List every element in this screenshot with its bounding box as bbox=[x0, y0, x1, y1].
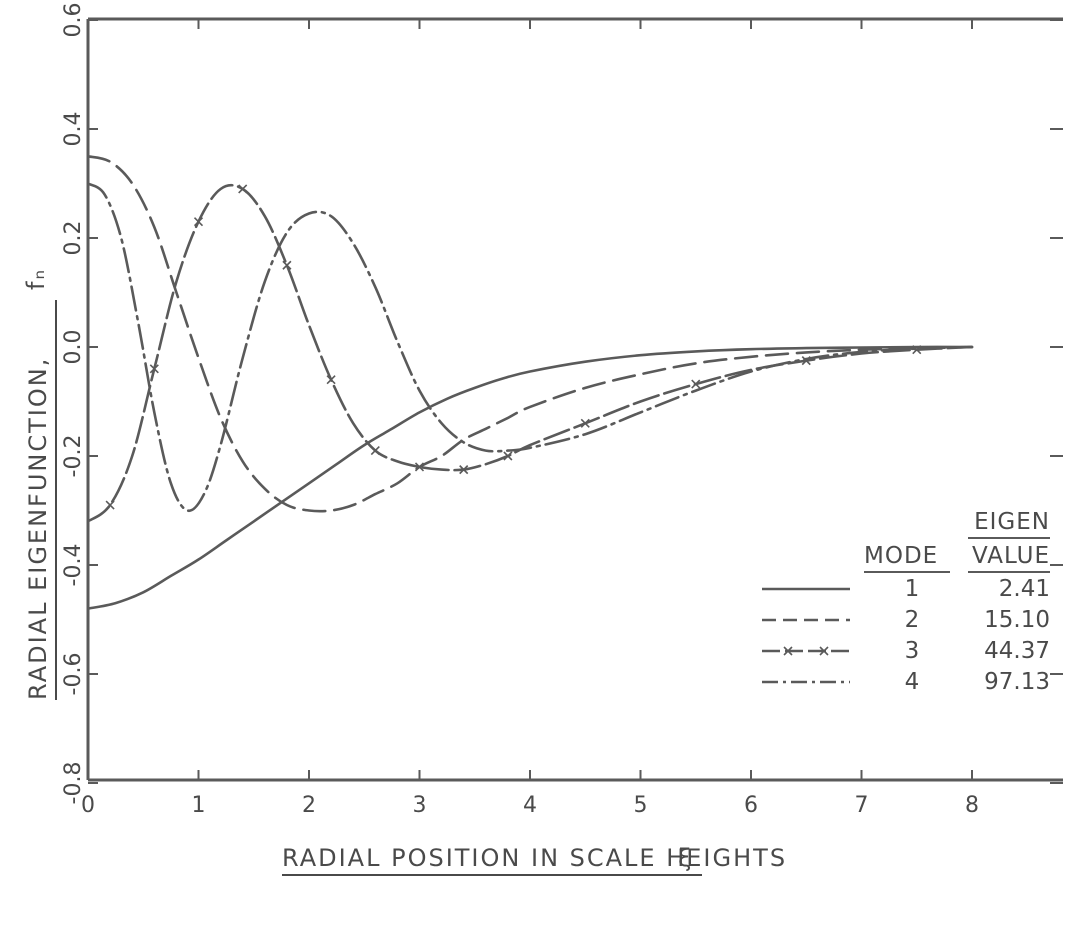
x-axis-symbol: ξ bbox=[678, 844, 693, 872]
y-tick-label: 0.6 bbox=[61, 3, 86, 38]
y-tick-label: -0.4 bbox=[61, 544, 86, 587]
x-tick-label: 8 bbox=[965, 793, 979, 818]
series-line-mode-2 bbox=[86, 155, 974, 513]
series-marker-mode-3 bbox=[503, 451, 513, 461]
y-tick-label: -0.2 bbox=[61, 435, 86, 478]
x-tick-label: 2 bbox=[302, 793, 316, 818]
x-tick-label: 6 bbox=[744, 793, 758, 818]
series-marker-mode-3 bbox=[326, 375, 336, 385]
legend-header-value: VALUE bbox=[972, 543, 1050, 569]
legend-mode-2: 2 bbox=[905, 607, 920, 633]
series-marker-mode-3 bbox=[105, 500, 115, 510]
x-tick-label: 3 bbox=[413, 793, 427, 818]
series-marker-mode-3 bbox=[238, 184, 248, 194]
legend-header-mode: MODE bbox=[864, 543, 938, 569]
legend-marker bbox=[783, 646, 793, 656]
legend-mode-1: 1 bbox=[905, 576, 920, 602]
series-marker-mode-3 bbox=[459, 465, 469, 475]
legend-marker bbox=[819, 646, 829, 656]
series-marker-mode-3 bbox=[370, 445, 380, 456]
legend-eigenvalue-1: 2.41 bbox=[999, 576, 1050, 602]
legend-eigenvalue-2: 15.10 bbox=[984, 607, 1050, 633]
series-line-mode-4 bbox=[86, 182, 974, 513]
x-tick-label: 0 bbox=[81, 793, 95, 818]
x-tick-label: 7 bbox=[855, 793, 869, 818]
y-tick-label: 0.0 bbox=[61, 330, 86, 365]
series-line-mode-1 bbox=[86, 345, 974, 610]
x-axis-title: RADIAL POSITION IN SCALE HEIGHTS bbox=[282, 844, 787, 872]
series-marker-mode-3 bbox=[414, 462, 425, 472]
series-marker-mode-3 bbox=[691, 379, 701, 389]
y-axis-symbol: fₙ bbox=[22, 268, 50, 290]
series-marker-mode-3 bbox=[282, 260, 292, 270]
legend: EIGEN MODE VALUE 1 2.41 2 15.10 3 44.37 4 97.13 bbox=[762, 509, 1050, 695]
series-marker-mode-3 bbox=[149, 364, 159, 374]
x-axis-title-group: RADIAL POSITION IN SCALE HEIGHTS ξ bbox=[282, 844, 787, 876]
y-tick-label: 0.4 bbox=[61, 112, 86, 147]
x-tick-label: 1 bbox=[192, 793, 206, 818]
legend-mode-4: 4 bbox=[905, 669, 920, 695]
x-tick-label: 5 bbox=[634, 793, 648, 818]
legend-mode-3: 3 bbox=[905, 638, 920, 664]
series-line-mode-3 bbox=[86, 183, 974, 523]
y-axis-title-group: RADIAL EIGENFUNCTION, fₙ bbox=[22, 268, 57, 700]
series-marker-mode-3 bbox=[912, 345, 922, 355]
x-tick-label: 4 bbox=[523, 793, 537, 818]
y-axis-title: RADIAL EIGENFUNCTION, bbox=[24, 357, 52, 700]
legend-header-eigen: EIGEN bbox=[974, 509, 1050, 535]
series-marker-mode-3 bbox=[580, 418, 590, 428]
legend-eigenvalue-3: 44.37 bbox=[984, 638, 1050, 664]
y-tick-label: 0.2 bbox=[61, 221, 86, 256]
y-tick-label: -0.6 bbox=[61, 653, 86, 696]
y-tick-label: -0.8 bbox=[61, 762, 86, 805]
axis-ticks: 0 1 2 3 4 5 6 7 8 -0.8 -0.6 -0.4 -0.2 0.0 0.2 0.4 0.6 bbox=[61, 3, 1063, 818]
series-marker-mode-3 bbox=[193, 217, 204, 227]
series-layer bbox=[86, 155, 974, 610]
plot-frame bbox=[86, 17, 1063, 782]
legend-eigenvalue-4: 97.13 bbox=[984, 669, 1050, 695]
